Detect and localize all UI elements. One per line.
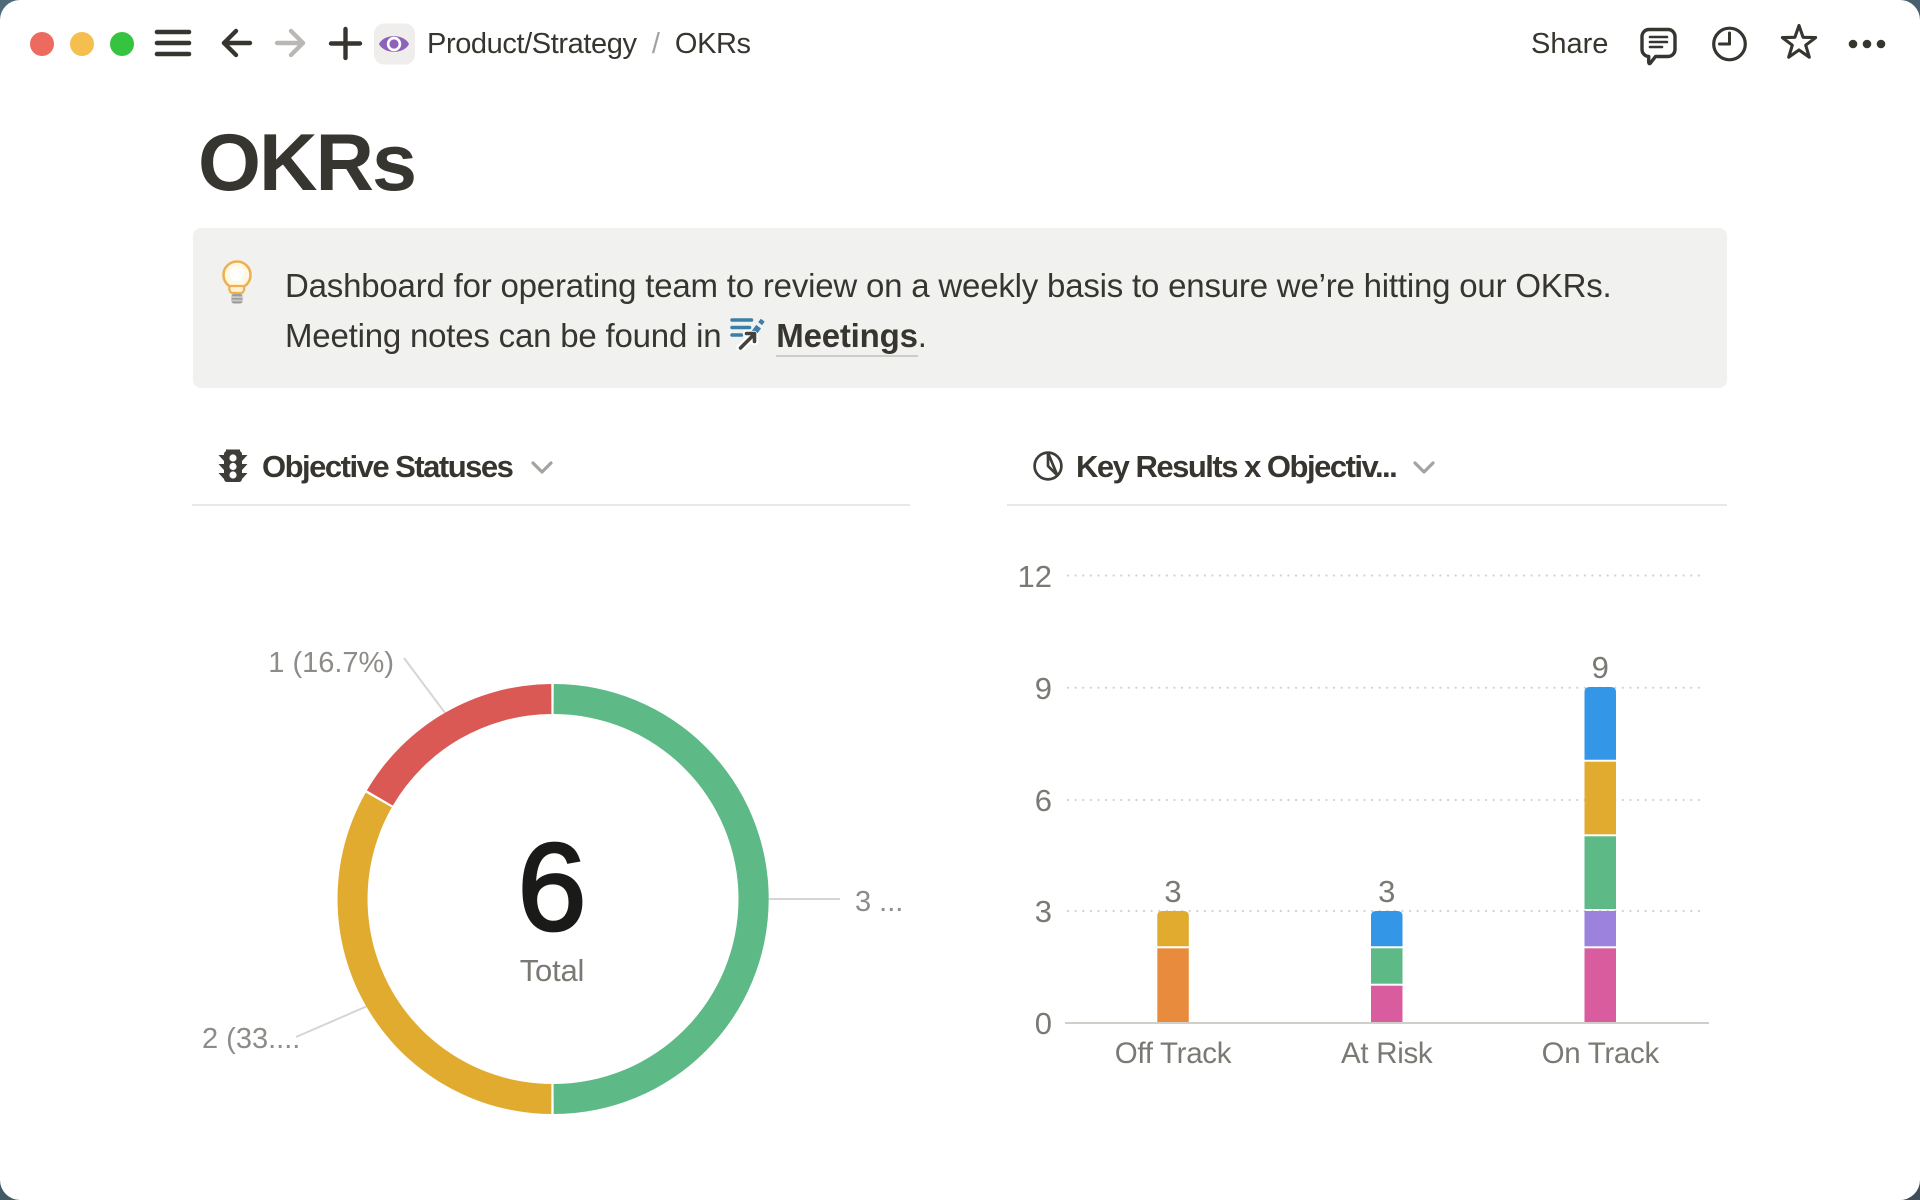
svg-text:1 (16.7%): 1 (16.7%) <box>268 647 394 679</box>
svg-text:3 ...: 3 ... <box>855 886 903 918</box>
svg-text:3: 3 <box>1164 874 1181 909</box>
svg-text:12: 12 <box>1018 559 1052 594</box>
svg-text:9: 9 <box>1035 671 1052 706</box>
svg-text:3: 3 <box>1035 894 1052 929</box>
svg-text:Total: Total <box>520 953 584 988</box>
svg-text:At Risk: At Risk <box>1341 1037 1433 1070</box>
svg-text:9: 9 <box>1592 650 1609 685</box>
svg-text:Off Track: Off Track <box>1115 1037 1232 1070</box>
svg-text:6: 6 <box>518 819 587 957</box>
svg-text:0: 0 <box>1035 1006 1052 1041</box>
svg-text:6: 6 <box>1035 783 1052 818</box>
svg-text:On Track: On Track <box>1542 1037 1660 1070</box>
svg-text:3: 3 <box>1378 874 1395 909</box>
svg-text:2 (33....: 2 (33.... <box>202 1023 300 1055</box>
